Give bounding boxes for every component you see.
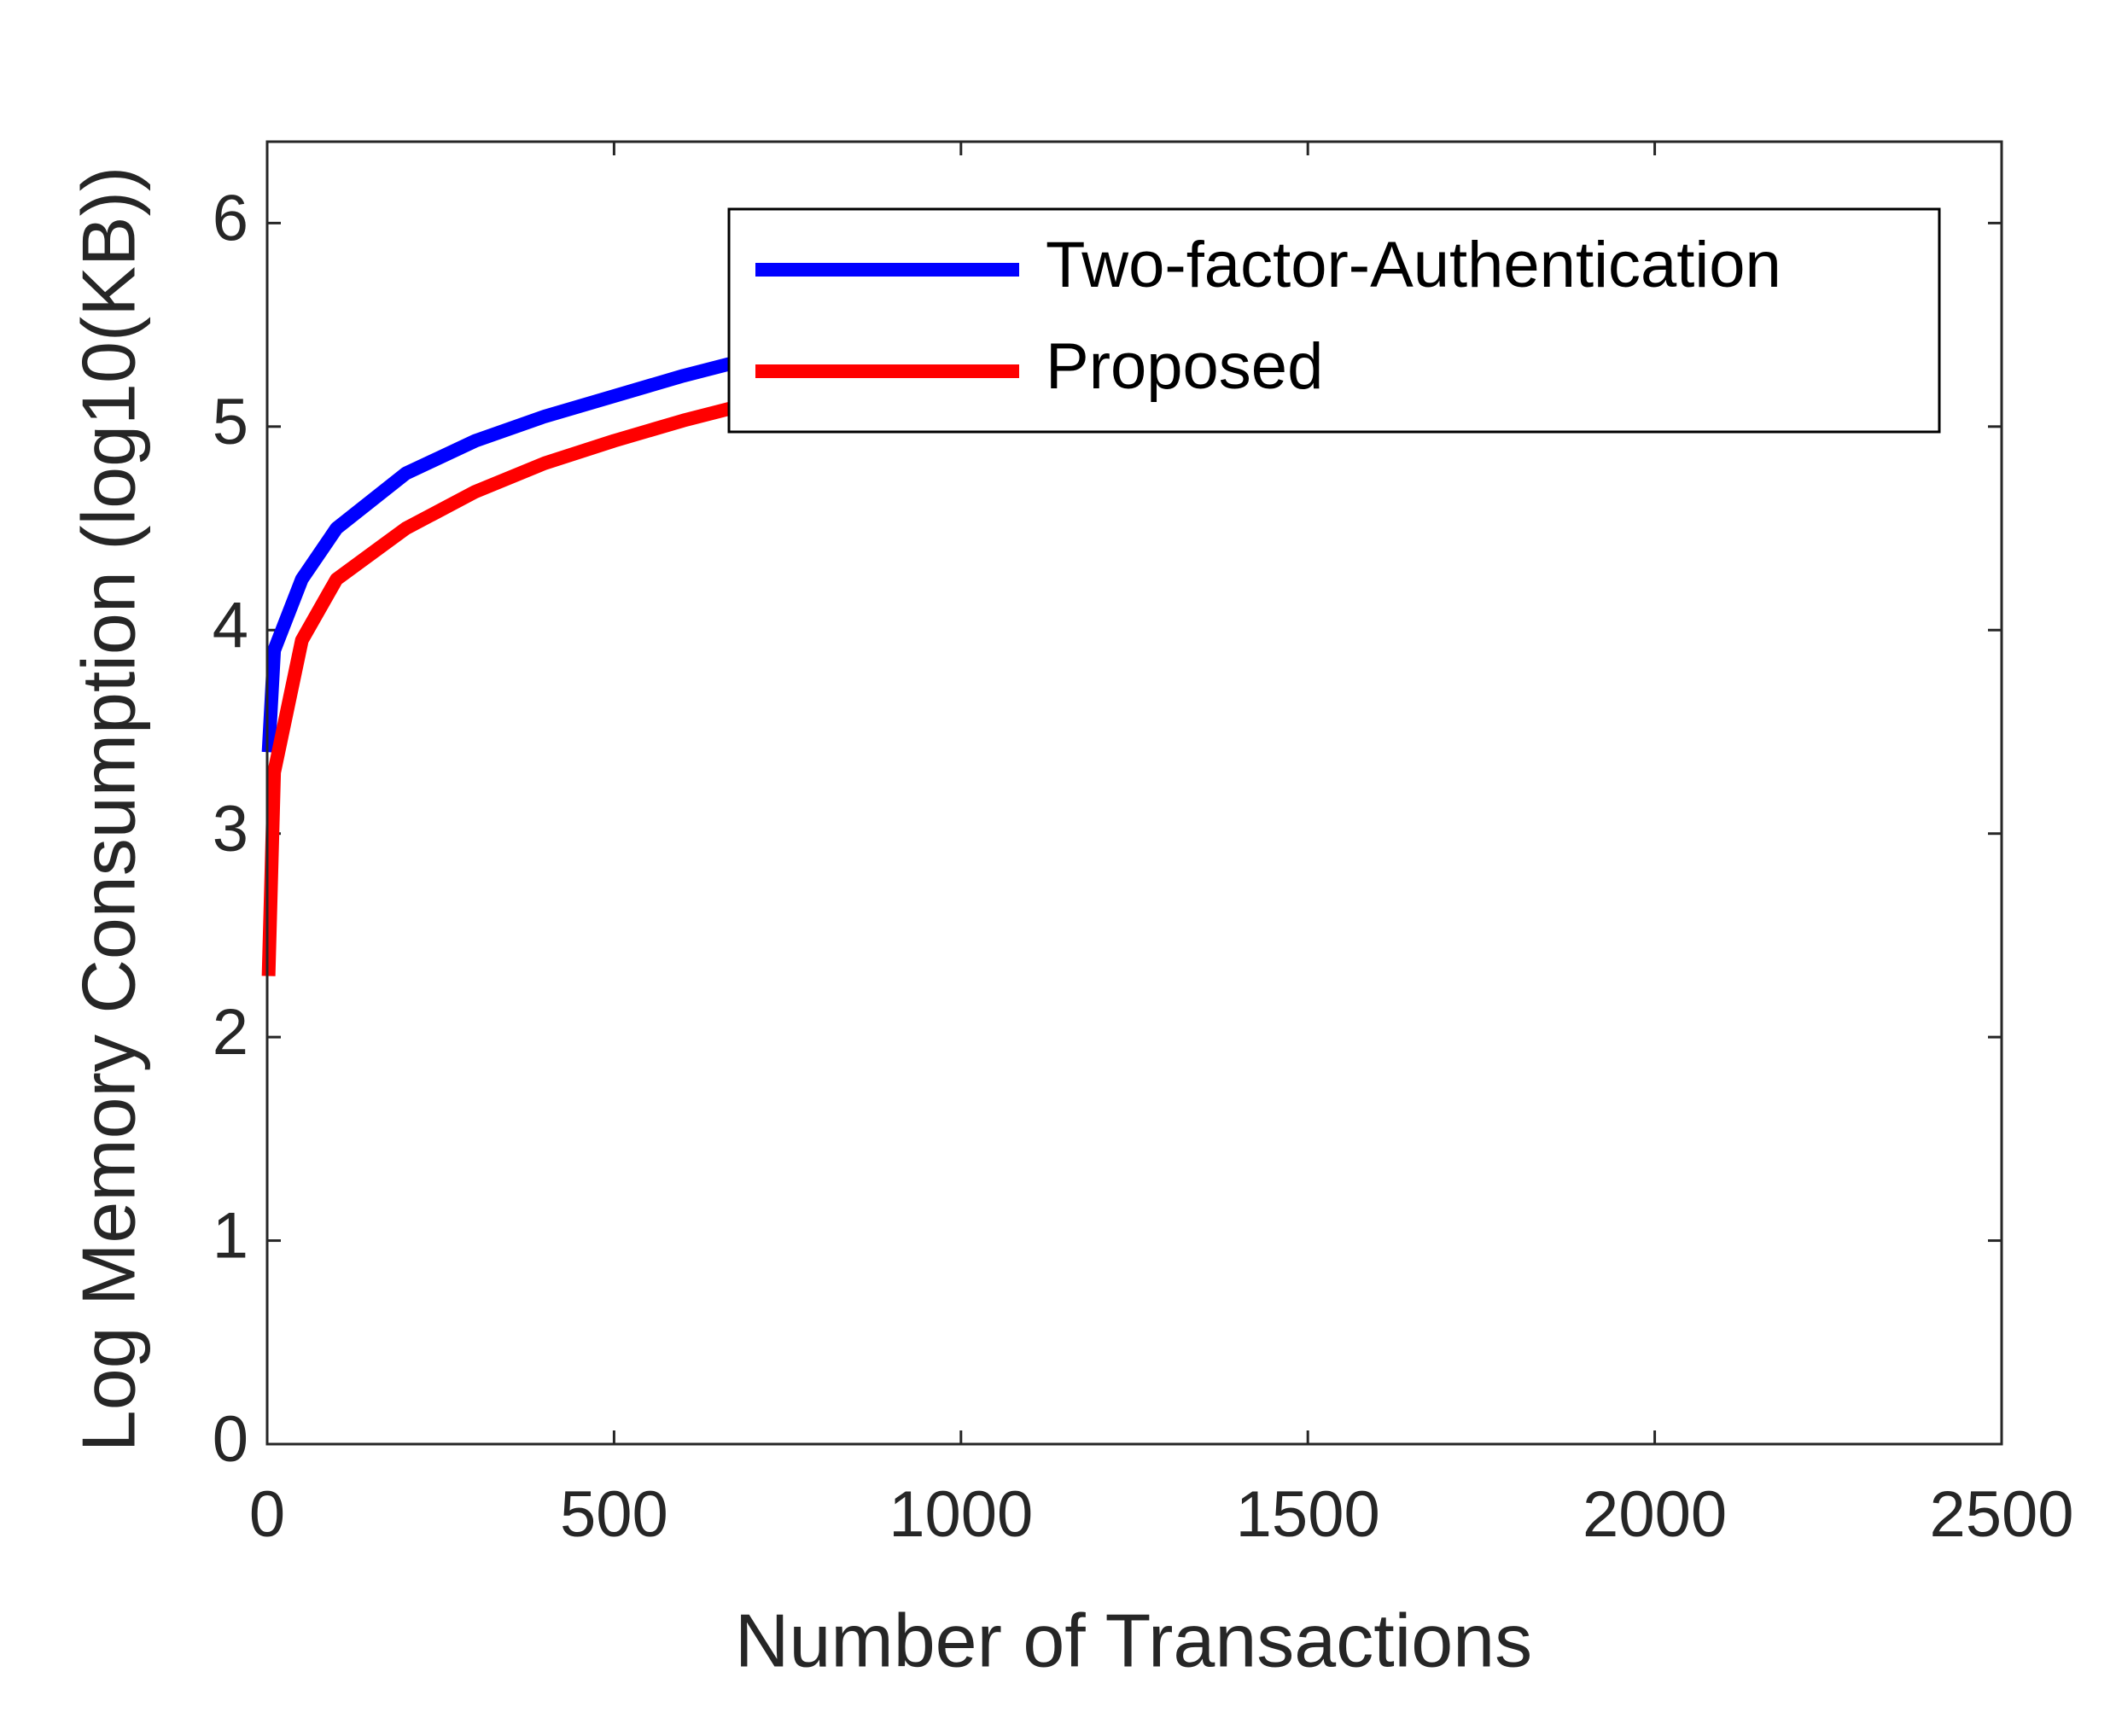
- x-tick-label: 0: [249, 1478, 285, 1551]
- x-tick-label: 500: [560, 1478, 668, 1551]
- x-tick-label: 2000: [1583, 1478, 1727, 1551]
- legend-label: Proposed: [1046, 330, 1323, 403]
- plot-frame: [265, 140, 2003, 1446]
- x-tick-label: 2500: [1929, 1478, 2073, 1551]
- y-tick-label: 4: [213, 589, 248, 661]
- y-axis-label: Log Memory Consumption (log10(KB)): [66, 166, 150, 1452]
- x-tick-label: 1500: [1236, 1478, 1380, 1551]
- data-line: [261, 354, 741, 753]
- y-tick-label: 6: [213, 182, 248, 254]
- y-tick-label: 0: [213, 1403, 248, 1476]
- x-axis-label: Number of Transactions: [735, 1598, 1532, 1682]
- data-line: [261, 399, 741, 976]
- y-tick-label: 5: [213, 386, 248, 458]
- y-tick-label: 3: [213, 793, 248, 865]
- y-tick-label: 1: [213, 1200, 248, 1273]
- legend-label: Two-factor-Authentication: [1046, 229, 1781, 301]
- legend-box: [727, 207, 1941, 434]
- y-tick-label: 2: [213, 996, 248, 1069]
- x-tick-label: 1000: [889, 1478, 1033, 1551]
